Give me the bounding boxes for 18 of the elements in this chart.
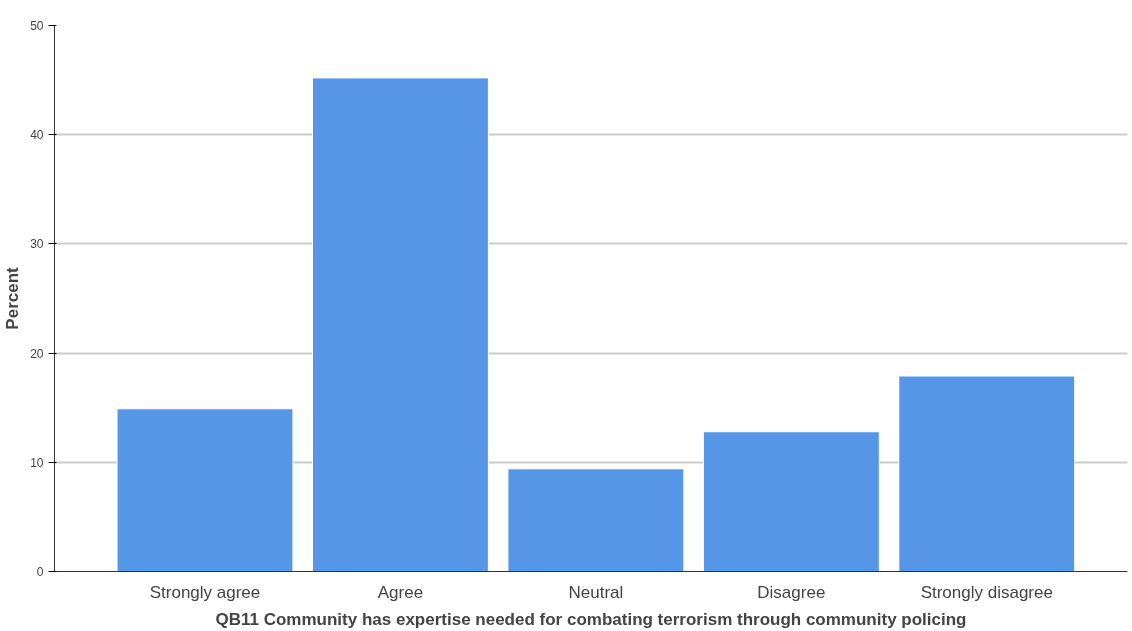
bar (898, 375, 1076, 572)
y-axis-title: Percent (3, 266, 23, 330)
y-tick-label: 10 (30, 455, 44, 470)
y-tick-label: 0 (36, 565, 44, 579)
y-tick-label: 30 (30, 237, 44, 252)
x-tick-label: Strongly disagree (920, 582, 1053, 602)
bar (702, 431, 880, 572)
y-tick-label: 20 (30, 346, 44, 361)
x-axis-title: QB11 Community has expertise needed for combating terrorism through community policing (215, 609, 967, 629)
x-tick-label: Disagree (757, 582, 826, 602)
bar (116, 408, 294, 572)
y-tick-label: 50 (30, 19, 44, 33)
y-tick-label: 40 (30, 128, 44, 143)
x-tick-label: Strongly agree (149, 582, 261, 602)
x-tick-label: Agree (377, 582, 424, 602)
bar (507, 468, 685, 572)
bar (311, 77, 489, 572)
x-tick-label: Neutral (568, 582, 624, 602)
